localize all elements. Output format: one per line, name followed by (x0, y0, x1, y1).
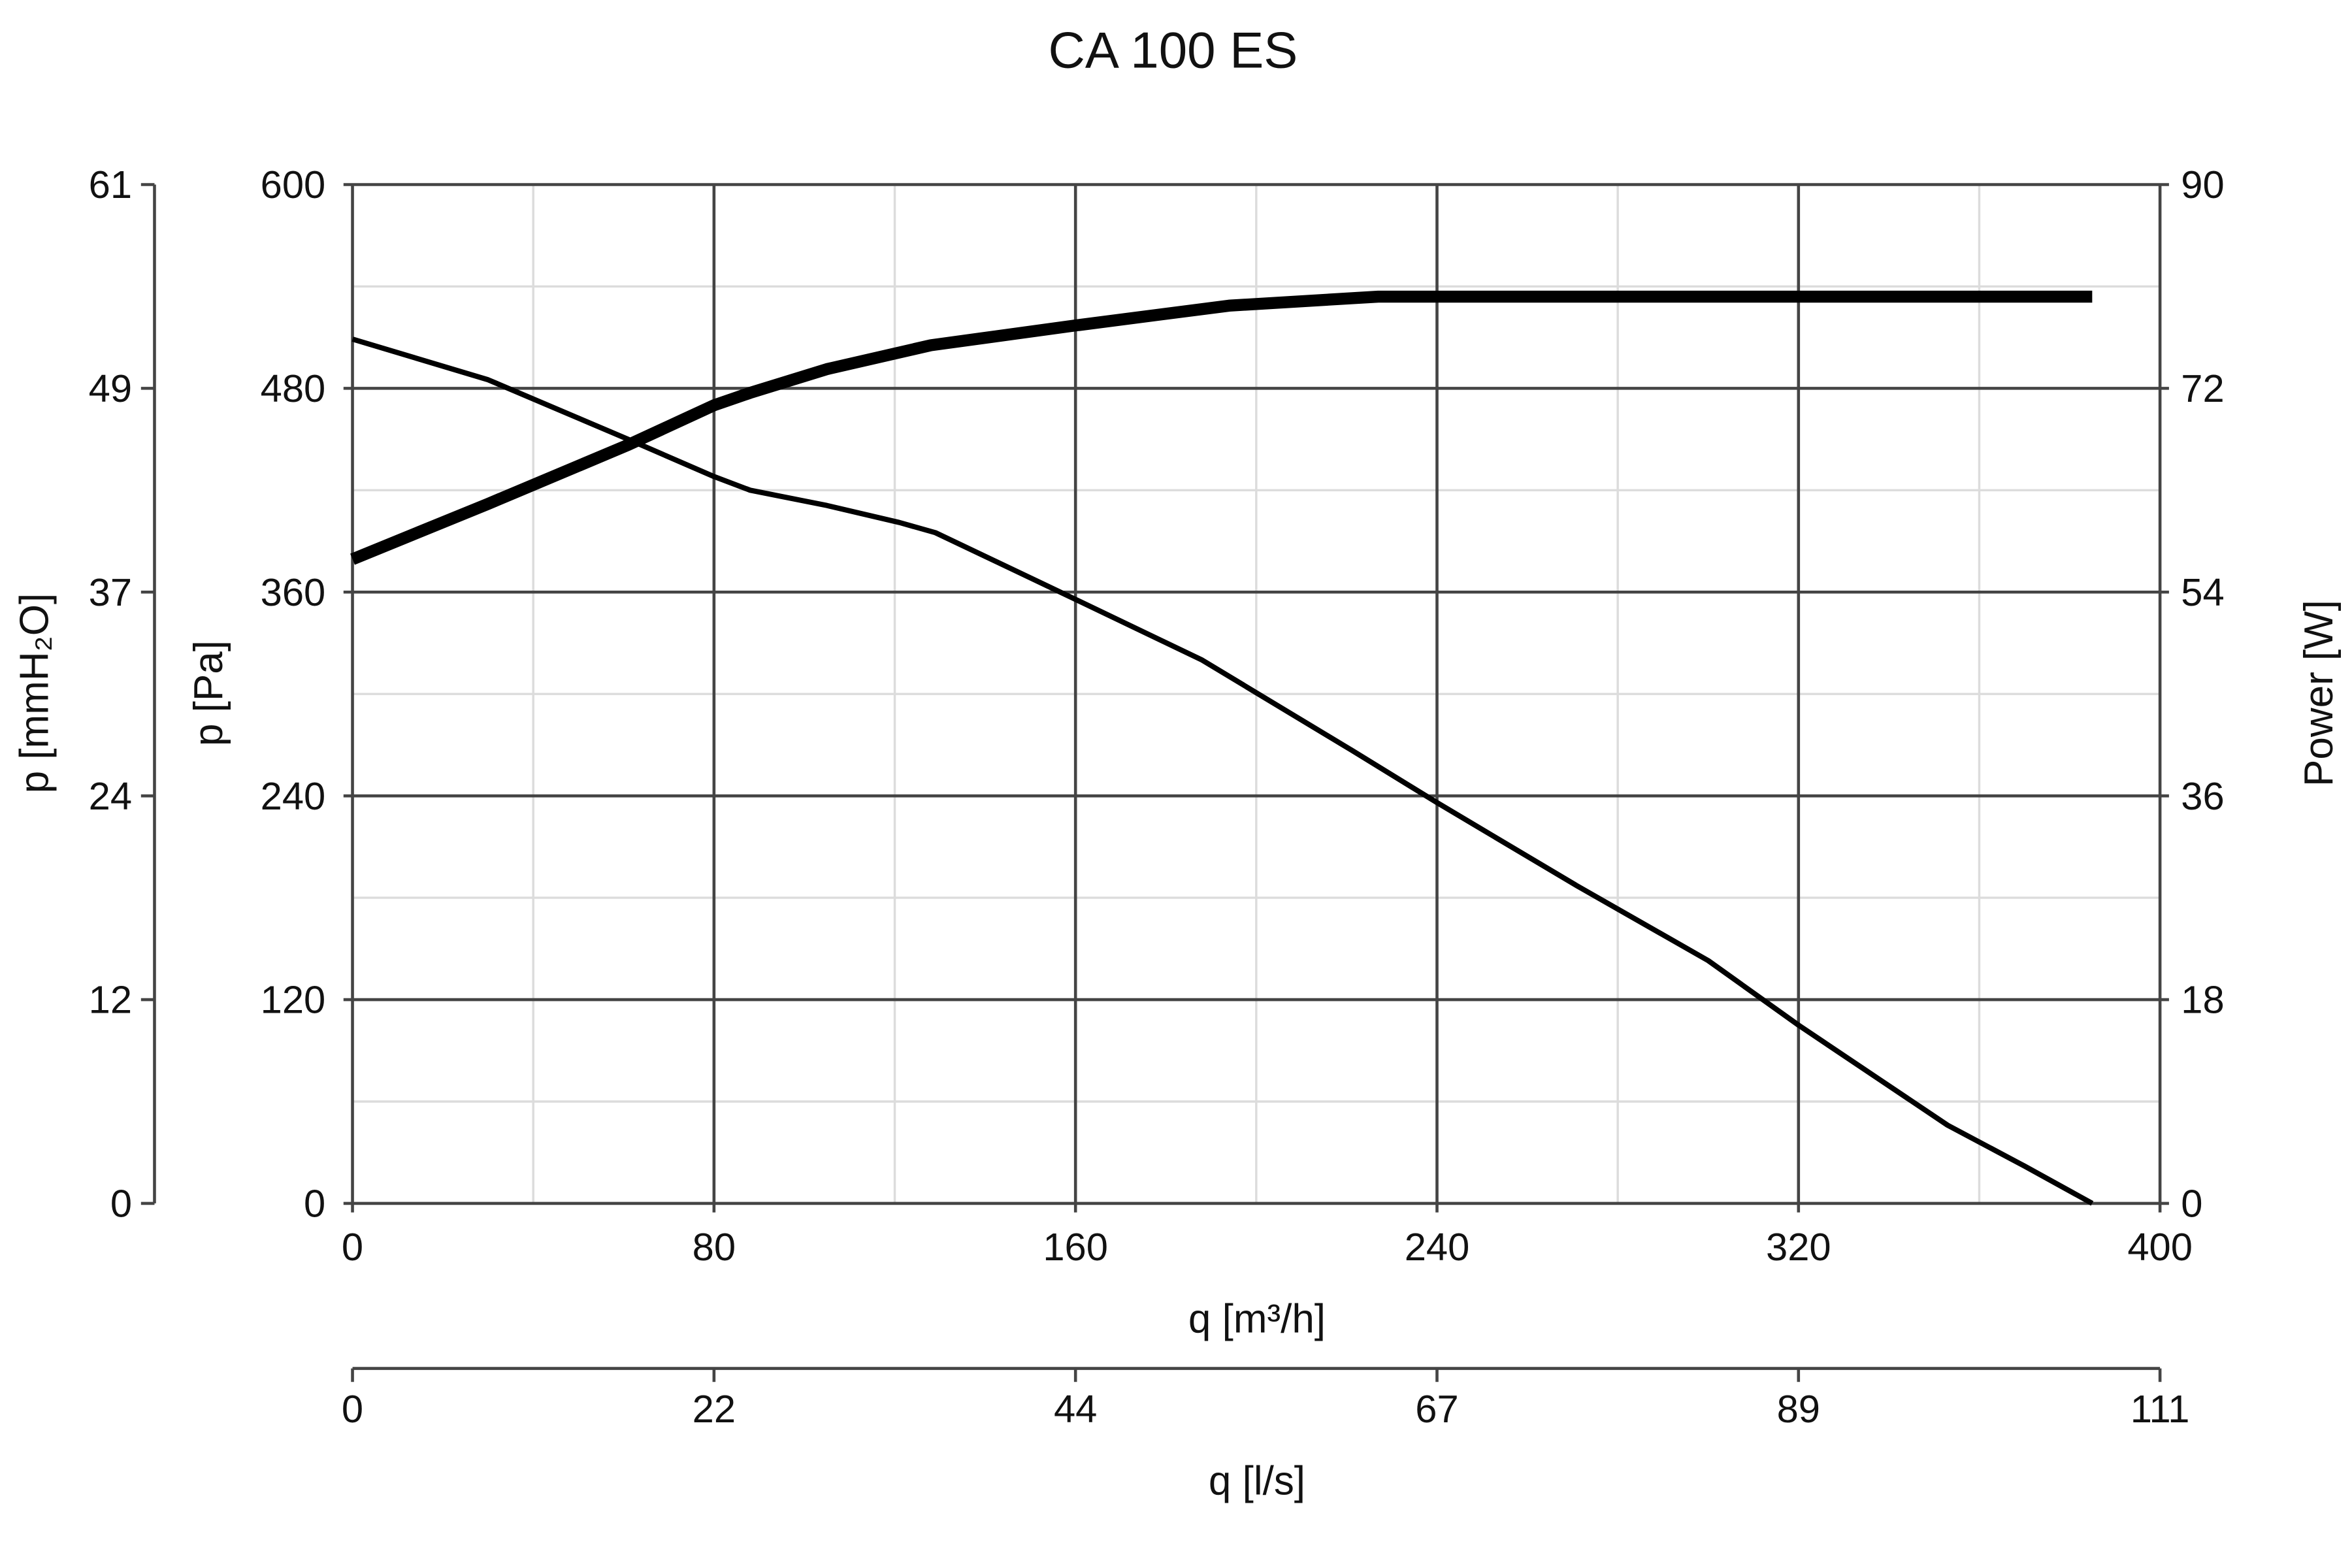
y-tick-label: 0 (304, 1182, 325, 1226)
y2-axis-label: Power [W] (2296, 600, 2342, 787)
y-tick-label: 360 (261, 570, 326, 614)
x2-tick-label: 44 (1054, 1387, 1097, 1431)
x2-tick-label: 89 (1777, 1387, 1820, 1431)
chart-title: CA 100 ES (1048, 21, 1298, 78)
x-tick-label: 160 (1043, 1225, 1108, 1269)
y-alt-tick-label: 0 (110, 1182, 132, 1226)
y-alt-axis-label: p [mmH₂O] (12, 593, 57, 794)
y-tick-label: 120 (261, 978, 326, 1022)
y2-tick-label: 18 (2181, 978, 2224, 1022)
y2-tick-label: 72 (2181, 367, 2224, 410)
y-alt-tick-label: 61 (89, 163, 132, 206)
grid (343, 183, 2169, 1213)
y-tick-label: 480 (261, 367, 326, 410)
y-axis-label: p [Pa] (186, 640, 231, 746)
x-tick-label: 80 (693, 1225, 736, 1269)
x2-axis-label: q [l/s] (1209, 1458, 1305, 1503)
power-curve (350, 290, 2093, 565)
x2-tick-label: 111 (2131, 1387, 2190, 1431)
pressure-curve (351, 336, 2094, 1206)
y-alt-tick-label: 24 (89, 774, 132, 818)
x-tick-label: 320 (1766, 1225, 1831, 1269)
y2-tick-label: 54 (2181, 570, 2224, 614)
y2-tick-label: 90 (2181, 163, 2224, 206)
y-alt-tick-label: 12 (89, 978, 132, 1022)
y2-tick-label: 36 (2181, 774, 2224, 818)
x2-tick-label: 67 (1415, 1387, 1458, 1431)
y-alt-tick-label: 37 (89, 570, 132, 614)
x-tick-label: 240 (1405, 1225, 1470, 1269)
y-tick-label: 240 (261, 774, 326, 818)
y-alt-tick-label: 49 (89, 367, 132, 410)
x2-tick-label: 22 (693, 1387, 736, 1431)
x-tick-label: 0 (342, 1225, 363, 1269)
series-group (350, 290, 2094, 1206)
x2-tick-label: 0 (342, 1387, 363, 1431)
x-axis-label: q [m³/h] (1188, 1296, 1326, 1341)
x-tick-label: 400 (2127, 1225, 2193, 1269)
y-tick-label: 600 (261, 163, 326, 206)
y2-tick-label: 0 (2181, 1182, 2202, 1226)
